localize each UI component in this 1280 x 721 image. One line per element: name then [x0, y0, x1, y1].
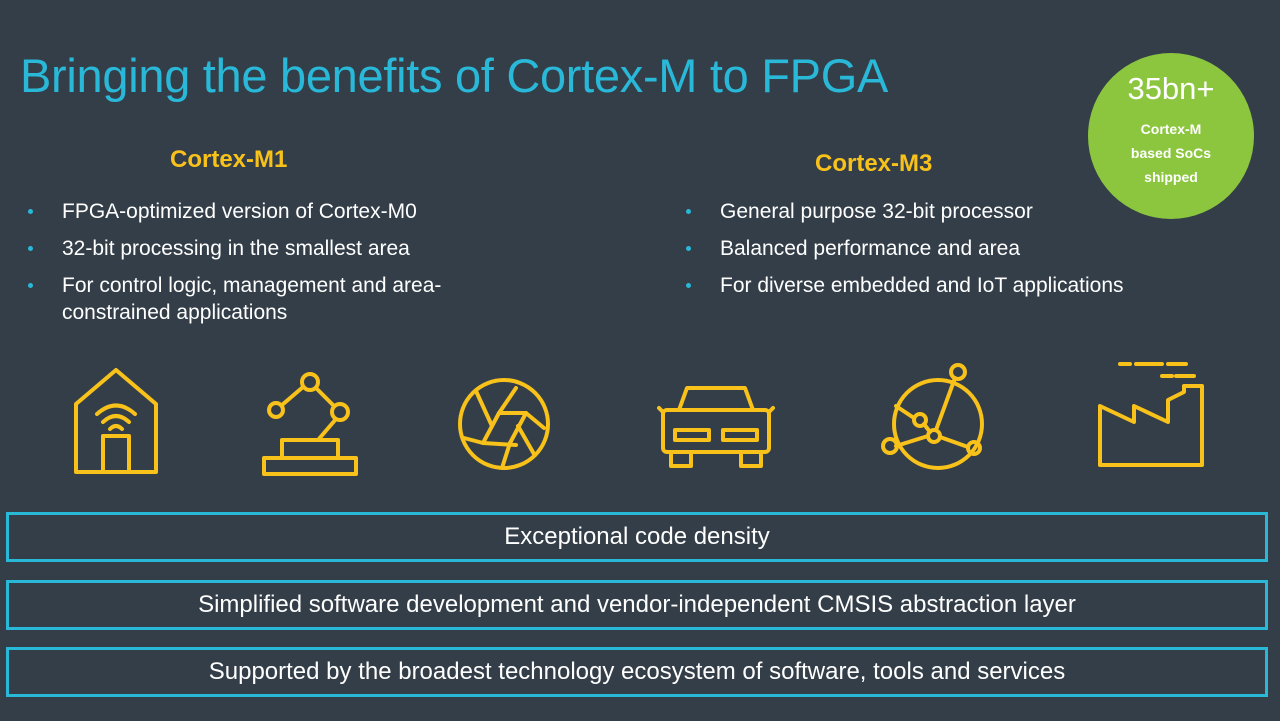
bullet-item: 32-bit processing in the smallest area: [22, 235, 502, 262]
cortex-m1-bullets: FPGA-optimized version of Cortex-M0 32-b…: [22, 198, 502, 336]
badge-value: 35bn+: [1127, 71, 1215, 106]
bullet-item: General purpose 32-bit processor: [680, 198, 1240, 225]
network-globe-icon: [878, 360, 990, 472]
bullet-item: Balanced performance and area: [680, 235, 1240, 262]
car-icon: [657, 384, 775, 470]
shipped-count-badge: 35bn+ Cortex-M based SoCs shipped: [1088, 53, 1254, 219]
bullet-item: For control logic, management and area-c…: [22, 272, 462, 326]
benefit-box: Exceptional code density: [6, 512, 1268, 562]
slide-title: Bringing the benefits of Cortex-M to FPG…: [20, 49, 889, 102]
bullet-item: For diverse embedded and IoT application…: [680, 272, 1240, 299]
factory-icon: [1096, 360, 1208, 470]
cortex-m1-heading: Cortex-M1: [170, 146, 288, 173]
bullet-item: FPGA-optimized version of Cortex-M0: [22, 198, 502, 225]
benefit-box: Supported by the broadest technology eco…: [6, 647, 1268, 697]
robot-arm-icon: [260, 370, 360, 480]
cortex-m3-heading: Cortex-M3: [815, 150, 933, 177]
cortex-m3-bullets: General purpose 32-bit processor Balance…: [680, 198, 1240, 309]
smart-home-icon: [70, 366, 162, 478]
benefit-box: Simplified software development and vend…: [6, 580, 1268, 630]
badge-label: Cortex-M based SoCs shipped: [1130, 121, 1212, 185]
camera-aperture-icon: [456, 376, 552, 472]
